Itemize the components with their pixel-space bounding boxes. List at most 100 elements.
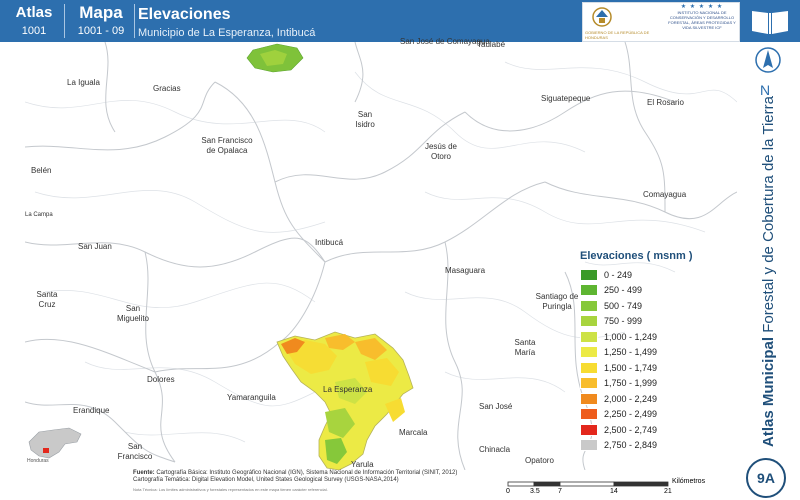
place-label: Belén [31,166,52,175]
map-sources: Fuente: Cartografía Básica: Instituto Ge… [133,470,473,493]
atlas-number: 1001 [21,25,47,37]
place-label: Masaguara [445,266,486,275]
north-label: N [760,82,771,98]
sources-label: Fuente: [133,470,155,476]
legend-swatch [580,268,598,281]
scale-tick: 14 [610,488,618,495]
legend-swatch [580,408,598,421]
side-title-rest: Forestal y de Cobertura de la Tierra [760,96,777,337]
legend-item: 2,250 - 2,499 [580,407,730,423]
legend-item: 250 - 499 [580,283,730,299]
legend-label: 2,000 - 2,249 [604,393,658,404]
elevation-legend: Elevaciones ( msnm ) 0 - 249 250 - 499 500… [580,250,730,453]
icf-logo: ★ ★ ★ ★ ★ INSTITUTO NACIONAL DE CONSERVA… [668,4,736,39]
legend-label: 250 - 499 [604,285,643,296]
north-arrow-icon [754,46,782,94]
legend-label: 2,750 - 2,849 [604,440,658,451]
header-divider [64,4,65,38]
legend-label: 1,250 - 1,499 [604,347,658,358]
place-label: San Juan [78,242,112,251]
place-label: Dolores [147,375,175,384]
legend-swatch [580,439,598,452]
sources-line1: Cartografía Básica: Instituto Geográfico… [156,470,458,476]
legend-item: 2,000 - 2,249 [580,391,730,407]
map-title-block: Elevaciones Municipio de La Esperanza, I… [138,6,315,39]
technical-note: Nota Técnica: Los límites administrativo… [133,487,328,492]
legend-item: 750 - 999 [580,314,730,330]
honduras-locator-inset: Honduras [25,420,85,468]
legend-items: 0 - 249 250 - 499 500 - 749 750 - 999 1,000 … [580,267,730,453]
scale-tick: 21 [664,488,672,495]
legend-item: 1,250 - 1,499 [580,345,730,361]
side-title-bold: Atlas Municipal [760,336,777,447]
place-label: San Miguelito [116,304,149,323]
place-label: Marcala [399,428,428,437]
legend-item: 1,500 - 1,749 [580,360,730,376]
place-label: San Isidro [355,110,375,129]
place-label: Gracias [153,84,181,93]
legend-swatch [580,315,598,328]
mapa-label: Mapa [79,3,123,22]
stars-icon: ★ ★ ★ ★ ★ [680,4,724,10]
scale-bar: 0 3.5 7 14 21 Kilómetros [506,478,706,500]
place-label: Santa Cruz [36,290,58,309]
place-label: La Iguala [67,78,100,87]
place-label: El Rosario [647,98,684,107]
map-header: Atlas 1001 Mapa 1001 - 09 Elevaciones Mu… [0,0,800,42]
legend-title: Elevaciones ( msnm ) [580,250,693,262]
place-label: Jesús de Otoro [424,142,458,161]
legend-item: 2,750 - 2,849 [580,438,730,454]
place-label: Comayagua [643,190,687,199]
place-label: La Esperanza [323,385,373,394]
icf-logo-text: INSTITUTO NACIONAL DE CONSERVACIÓN Y DES… [668,10,736,30]
legend-label: 1,500 - 1,749 [604,362,658,373]
mapa-number: 1001 - 09 [77,25,125,37]
place-label: Chinacla [479,445,511,454]
legend-swatch [580,284,598,297]
legend-item: 1,000 - 1,249 [580,329,730,345]
legend-item: 500 - 749 [580,298,730,314]
legend-swatch [580,377,598,390]
legend-label: 2,500 - 2,749 [604,424,658,435]
atlas-label: Atlas [15,4,53,21]
place-label: San Francisco de Opalaca [201,136,253,155]
place-label: Intibucá [315,238,344,247]
legend-item: 0 - 249 [580,267,730,283]
place-label: Santa María [514,338,536,357]
place-label: Santiago de Puringla [535,292,579,311]
legend-swatch [580,423,598,436]
place-label: Yarula [351,460,374,469]
scale-tick: 7 [558,488,562,495]
place-label: San José [479,402,513,411]
map-title: Elevaciones [138,6,231,23]
atlas-block: Atlas 1001 [9,0,59,47]
legend-label: 500 - 749 [604,300,643,311]
legend-label: 1,750 - 1,999 [604,378,658,389]
institution-logos: GOBIERNO DE LA REPÚBLICA DE HONDURAS ★ ★… [582,2,740,42]
legend-label: 0 - 249 [604,269,633,280]
place-label: Taulabé [477,40,506,49]
place-label: San Francisco [117,442,153,461]
legend-label: 2,250 - 2,499 [604,409,658,420]
elevation-map[interactable]: San José de Comayagua Taulabé La Iguala … [25,37,737,470]
place-label: La Campa [25,212,53,218]
legend-swatch [580,299,598,312]
legend-label: 1,000 - 1,249 [604,331,658,342]
place-label: Siguatepeque [541,94,591,103]
scale-tick: 3.5 [530,488,540,495]
legend-swatch [580,346,598,359]
place-label: San José de Comayagua [400,37,490,46]
scale-tick: 0 [506,488,510,495]
legend-item: 2,500 - 2,749 [580,422,730,438]
legend-swatch [580,330,598,343]
place-label: Yamaranguila [227,393,276,402]
place-label: Opatoro [525,456,554,465]
inset-label: Honduras [27,458,49,464]
mapa-block: Mapa 1001 - 09 [70,0,132,47]
scale-unit: Kilómetros [672,478,706,485]
map-subtitle: Municipio de La Esperanza, Intibucá [138,27,316,39]
header-divider [134,4,135,38]
place-label: Erandique [73,406,110,415]
legend-swatch [580,392,598,405]
legend-swatch [580,361,598,374]
